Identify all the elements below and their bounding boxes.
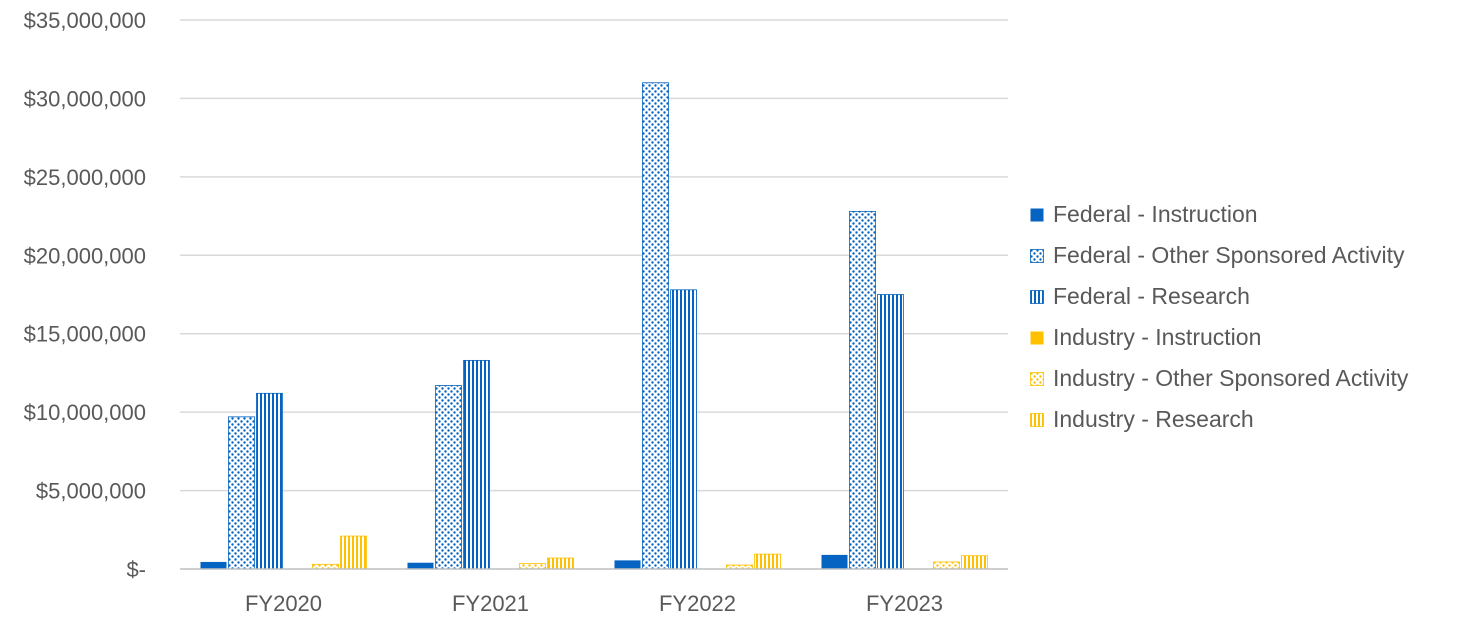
x-tick-label: FY2023 [866,591,943,616]
legend-item: Industry - Other Sponsored Activity [1030,358,1408,399]
bar-federal-instruction-fy2021 [407,562,434,569]
legend-label: Federal - Research [1053,283,1250,309]
y-tick-label: $5,000,000 [36,479,146,504]
bar-federal-research-fy2022 [670,289,697,570]
y-tick-label: $15,000,000 [24,322,146,347]
y-tick-label: $10,000,000 [24,400,146,425]
y-tick-label: $30,000,000 [24,86,146,111]
legend-swatch [1030,289,1044,304]
x-tick-label: FY2021 [452,591,529,616]
bar-industry-research-fy2022 [754,553,781,570]
legend-item: Federal - Research [1030,276,1408,317]
x-tick-label: FY2022 [659,591,736,616]
legend-item: Industry - Instruction [1030,317,1408,358]
legend: Federal - Instruction Federal - Other Spo… [1030,194,1408,440]
bar-federal-instruction-fy2023 [821,554,848,569]
legend-swatch [1030,371,1044,386]
y-tick-label: $- [126,557,146,582]
y-axis: $- $5,000,000 $10,000,000 $15,000,000 $20,00… [24,8,146,582]
x-tick-label: FY2020 [245,591,322,616]
legend-label: Federal - Instruction [1053,201,1258,227]
bar-industry-research-fy2023 [961,555,988,570]
gridlines [180,19,1008,492]
legend-label: Industry - Instruction [1053,324,1262,350]
bar-industry-research-fy2021 [547,557,574,570]
bar-federal-other-sponsored-activity-fy2022 [642,82,669,570]
legend-swatch [1030,412,1044,427]
legend-swatch [1030,248,1044,263]
legend-item: Federal - Other Sponsored Activity [1030,235,1408,276]
bar-federal-other-sponsored-activity-fy2020 [228,416,255,570]
legend-label: Federal - Other Sponsored Activity [1053,242,1405,268]
bar-industry-other-sponsored-activity-fy2023 [933,561,960,570]
bar-federal-research-fy2023 [877,294,904,570]
bar-federal-research-fy2021 [463,359,490,570]
legend-swatch [1030,208,1044,221]
legend-label: Industry - Other Sponsored Activity [1053,365,1409,391]
bar-industry-other-sponsored-activity-fy2021 [519,563,546,570]
y-tick-label: $20,000,000 [24,243,146,268]
legend-item: Federal - Instruction [1030,194,1408,235]
y-tick-label: $25,000,000 [24,165,146,190]
bars [200,82,988,570]
bar-federal-other-sponsored-activity-fy2023 [849,210,876,570]
bar-federal-instruction-fy2022 [614,560,641,569]
bar-federal-research-fy2020 [256,392,283,570]
legend-item: Industry - Research [1030,399,1408,440]
y-tick-label: $35,000,000 [24,8,146,33]
x-axis: FY2020 FY2021 FY2022 FY2023 [180,568,1008,616]
legend-label: Industry - Research [1053,406,1254,432]
bar-federal-other-sponsored-activity-fy2021 [435,385,462,570]
legend-swatch [1030,331,1044,344]
bar-industry-research-fy2020 [340,535,367,570]
bar-federal-instruction-fy2020 [200,561,227,569]
